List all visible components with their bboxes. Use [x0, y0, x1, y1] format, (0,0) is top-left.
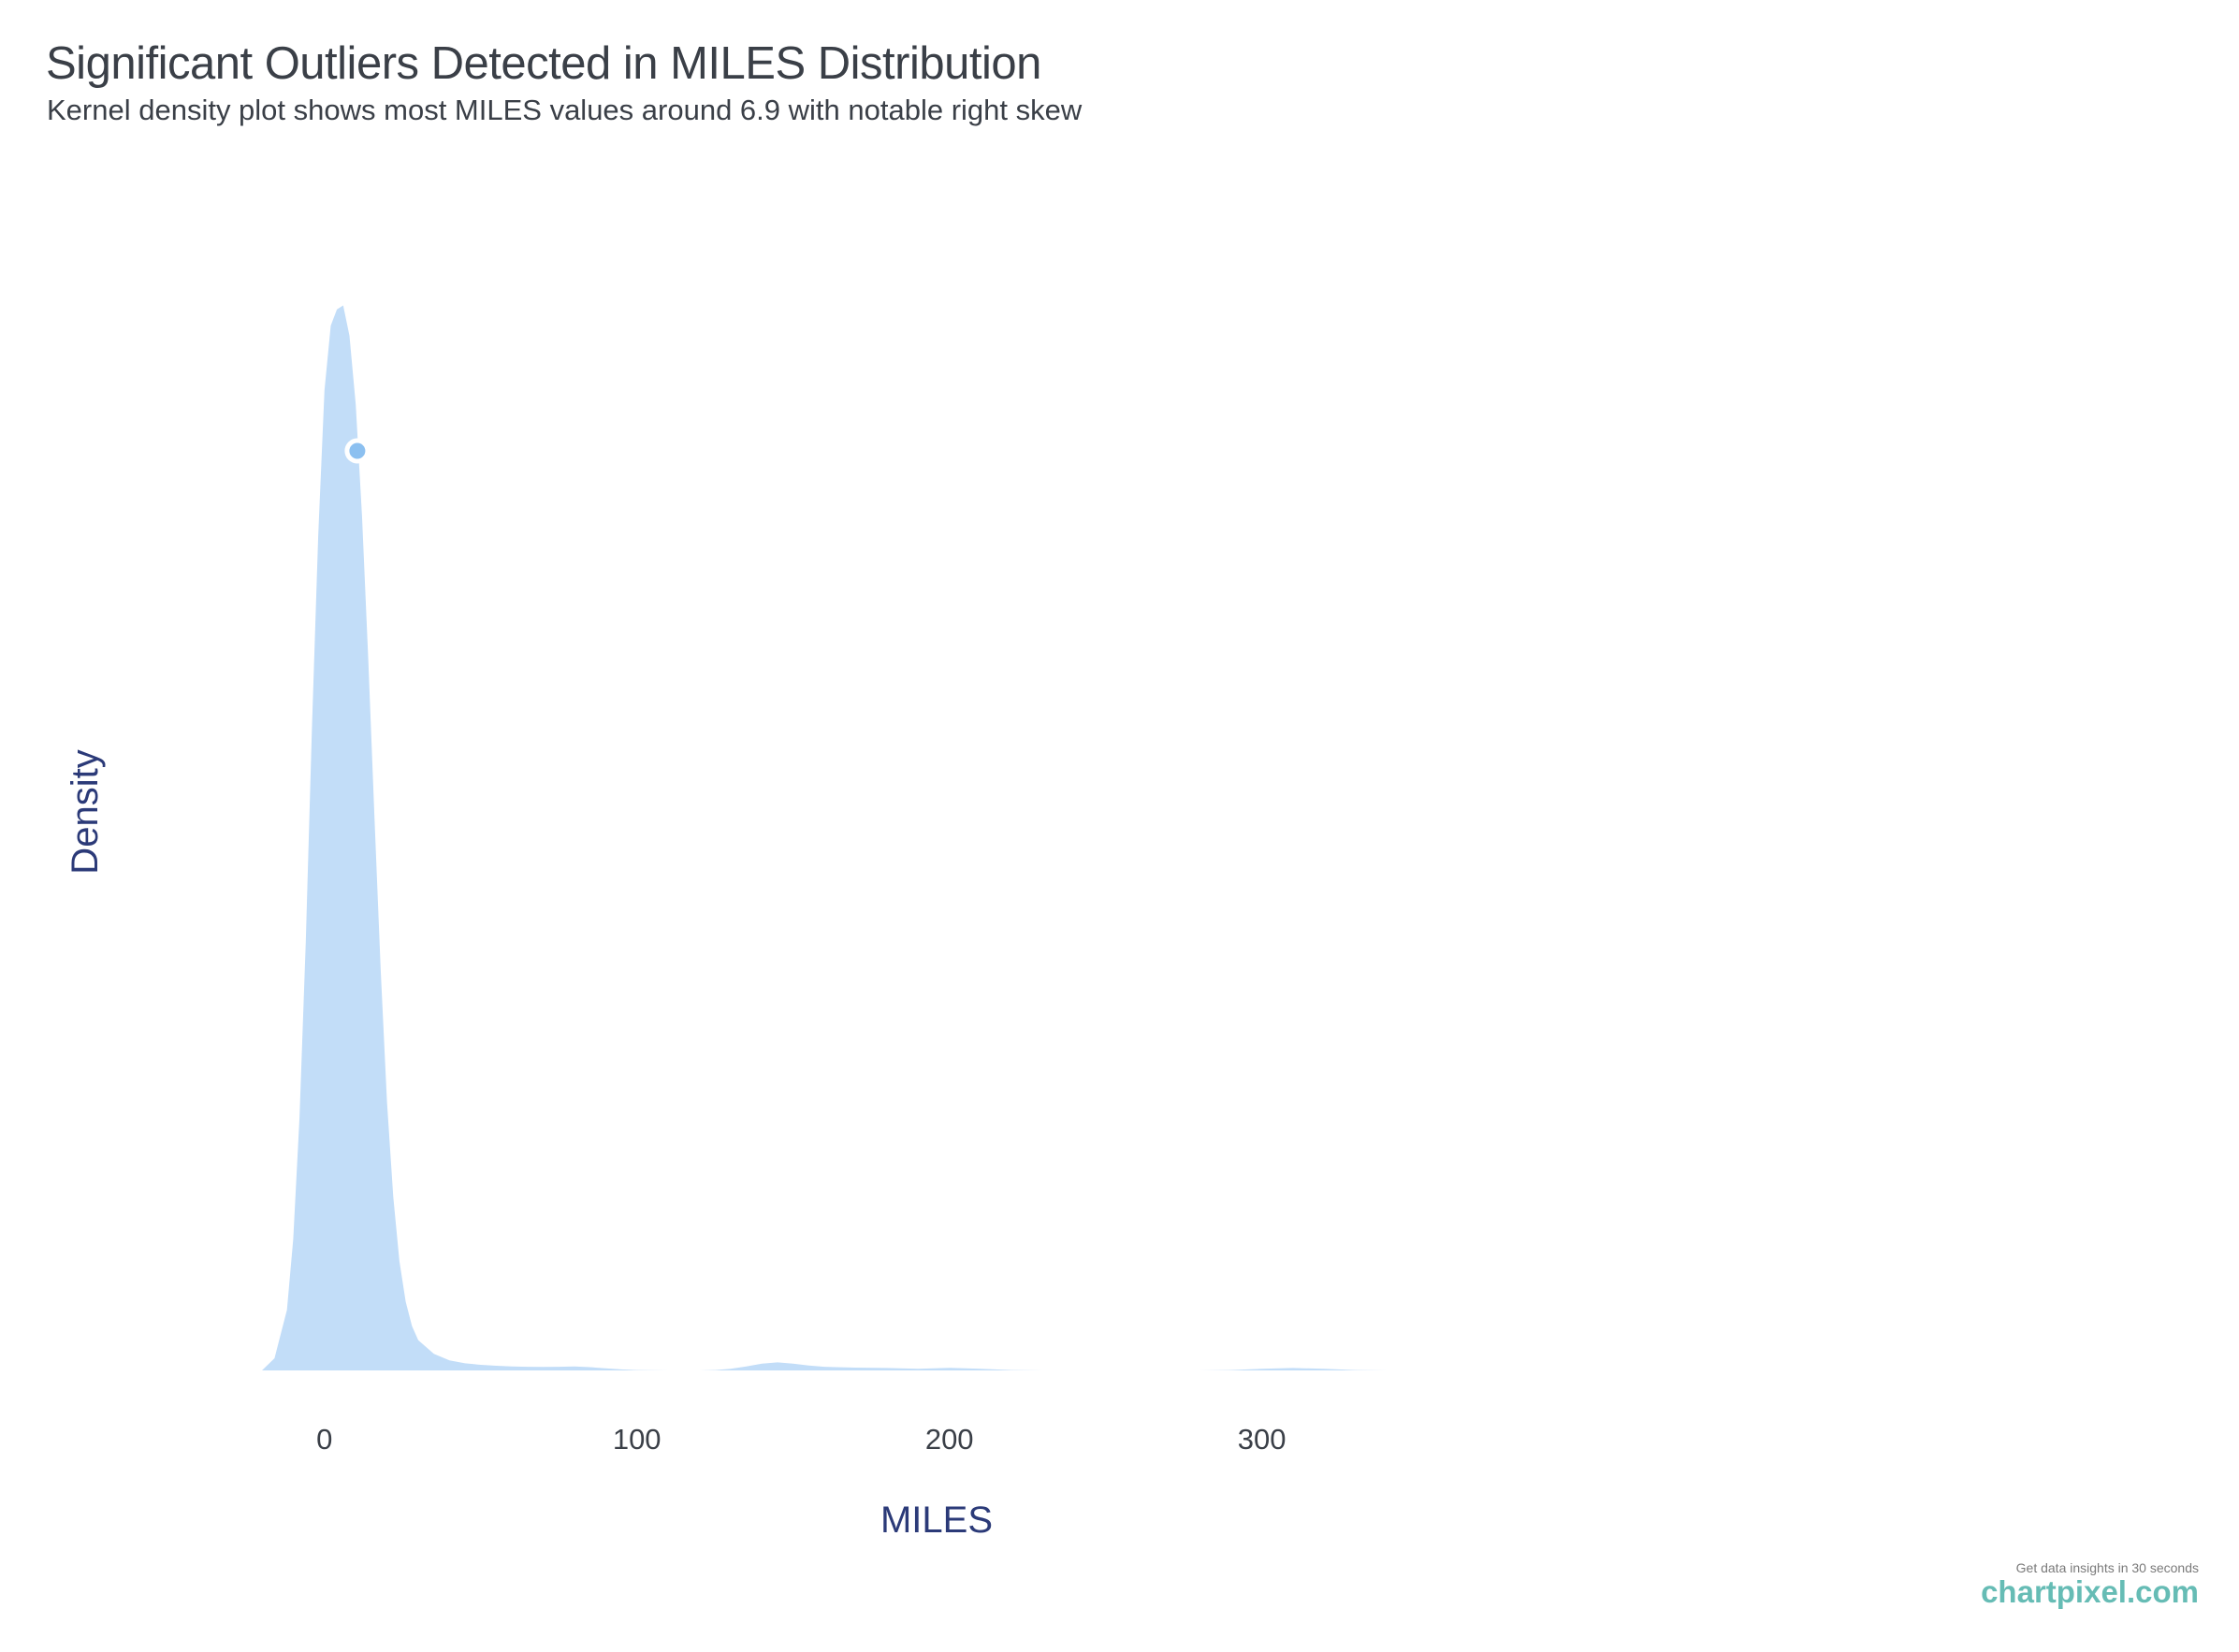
- x-axis-ticks: 0 100 200 300: [316, 1423, 1286, 1456]
- chart-subtitle: Kernel density plot shows most MILES val…: [47, 94, 1083, 126]
- x-tick-label: 200: [925, 1423, 974, 1456]
- highlight-point[interactable]: [344, 438, 371, 464]
- branding-logo-text[interactable]: chartpixel.com: [1981, 1574, 2199, 1609]
- plot-area: [262, 305, 1388, 1370]
- y-axis-label: Density: [65, 749, 106, 874]
- x-axis-label: MILES: [880, 1500, 993, 1541]
- x-tick-label: 100: [613, 1423, 662, 1456]
- x-tick-label: 300: [1238, 1423, 1287, 1456]
- chart-title: Significant Outliers Detected in MILES D…: [46, 38, 1041, 89]
- density-area-0: [262, 305, 1388, 1370]
- x-tick-label: 0: [316, 1423, 332, 1456]
- branding-tagline: Get data insights in 30 seconds: [2015, 1560, 2199, 1575]
